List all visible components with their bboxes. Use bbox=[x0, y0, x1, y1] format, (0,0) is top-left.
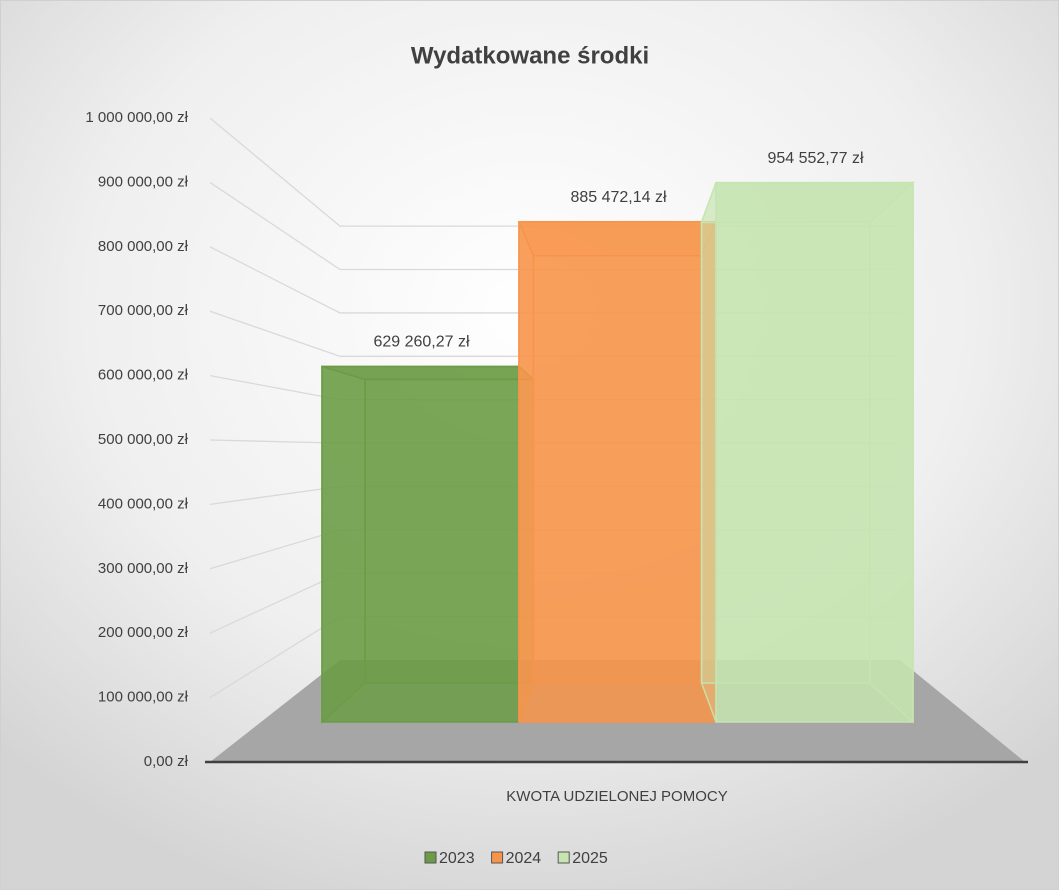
bar bbox=[518, 220, 717, 723]
labels: 0,00 zł 100 000,00 zł 200 000,00 zł 300 000… bbox=[85, 109, 864, 867]
data-label: 885 472,14 zł bbox=[570, 189, 667, 206]
bar-side bbox=[700, 182, 717, 723]
legend-swatch bbox=[424, 851, 437, 864]
legend-label: 2023 bbox=[439, 850, 475, 867]
x-tick-label: KWOTA UDZIELONEJ POMOCY bbox=[506, 788, 727, 805]
bar-group bbox=[321, 364, 536, 724]
y-tick-label: 200 000,00 zł bbox=[98, 624, 189, 641]
chart-title: Wydatkowane środki bbox=[411, 42, 649, 69]
bars bbox=[321, 180, 915, 724]
y-tick-label: 700 000,00 zł bbox=[98, 302, 189, 319]
y-tick-label: 400 000,00 zł bbox=[98, 495, 189, 512]
y-tick-label: 500 000,00 zł bbox=[98, 431, 189, 448]
y-tick-label: 600 000,00 zł bbox=[98, 367, 189, 384]
y-tick-label: 0,00 zł bbox=[144, 753, 189, 770]
legend-swatch bbox=[491, 851, 504, 864]
bar-group bbox=[700, 180, 915, 724]
bar bbox=[715, 181, 914, 723]
y-tick-label: 800 000,00 zł bbox=[98, 238, 189, 255]
bar-group bbox=[517, 220, 718, 723]
data-label: 629 260,27 zł bbox=[373, 334, 470, 351]
data-label: 954 552,77 zł bbox=[767, 150, 864, 167]
legend-label: 2025 bbox=[572, 850, 608, 867]
y-tick-label: 900 000,00 zł bbox=[98, 173, 189, 190]
y-tick-label: 100 000,00 zł bbox=[98, 689, 189, 706]
bar bbox=[321, 365, 520, 723]
legend-label: 2024 bbox=[506, 850, 542, 867]
y-tick-label: 1 000 000,00 zł bbox=[85, 109, 188, 126]
y-tick-label: 300 000,00 zł bbox=[98, 560, 189, 577]
legend-swatch bbox=[557, 851, 570, 864]
